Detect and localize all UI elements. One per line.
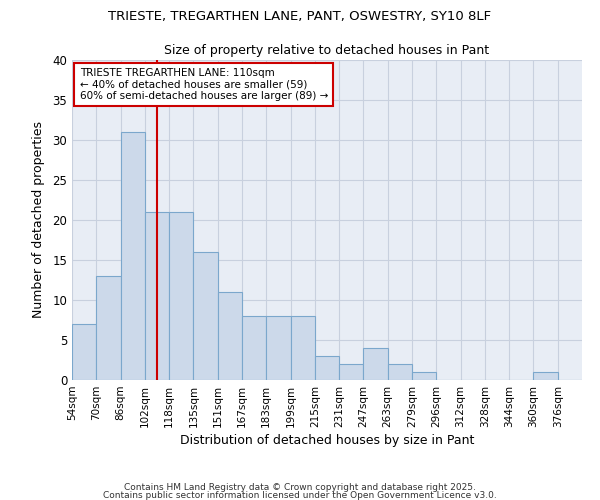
Bar [290,316,315,380]
Text: TRIESTE TREGARTHEN LANE: 110sqm
← 40% of detached houses are smaller (59)
60% of: TRIESTE TREGARTHEN LANE: 110sqm ← 40% of… [80,68,328,101]
Bar [242,316,266,380]
Title: Size of property relative to detached houses in Pant: Size of property relative to detached ho… [164,44,490,58]
Bar [533,372,558,380]
Bar [266,316,290,380]
X-axis label: Distribution of detached houses by size in Pant: Distribution of detached houses by size … [180,434,474,447]
Bar [72,324,96,380]
Bar [193,252,218,380]
Bar [412,372,436,380]
Bar [121,132,145,380]
Bar [145,212,169,380]
Bar [388,364,412,380]
Text: Contains public sector information licensed under the Open Government Licence v3: Contains public sector information licen… [103,490,497,500]
Text: TRIESTE, TREGARTHEN LANE, PANT, OSWESTRY, SY10 8LF: TRIESTE, TREGARTHEN LANE, PANT, OSWESTRY… [109,10,491,23]
Bar [218,292,242,380]
Bar [364,348,388,380]
Bar [169,212,193,380]
Text: Contains HM Land Registry data © Crown copyright and database right 2025.: Contains HM Land Registry data © Crown c… [124,484,476,492]
Y-axis label: Number of detached properties: Number of detached properties [32,122,46,318]
Bar [96,276,121,380]
Bar [339,364,364,380]
Bar [315,356,339,380]
